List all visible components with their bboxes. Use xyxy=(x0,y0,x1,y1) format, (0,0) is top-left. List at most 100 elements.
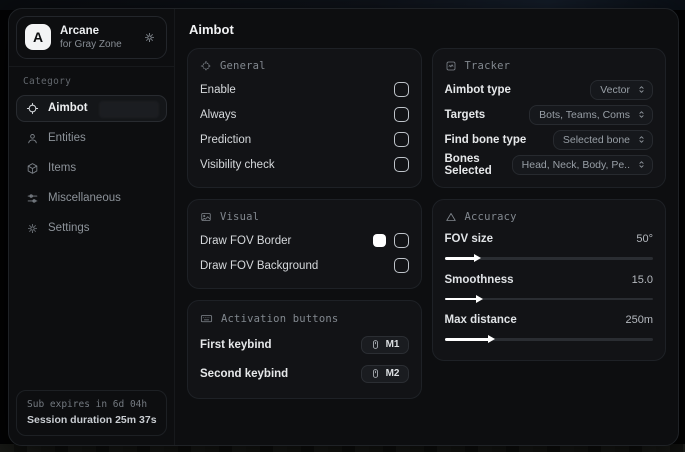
activation-header: Activation buttons xyxy=(200,312,409,325)
slider-fill xyxy=(444,257,476,260)
row-bones-selected: Bones Selected Head, Neck, Body, Pe.. xyxy=(444,152,653,177)
session-duration-text: Session duration 25m 37s xyxy=(27,414,157,426)
sidebar-item-aimbot[interactable]: Aimbot xyxy=(16,94,167,122)
chevron-up-down-icon xyxy=(636,134,647,145)
app-title-block: Arcane for Gray Zone xyxy=(60,24,122,51)
row-label: Second keybind xyxy=(200,367,289,380)
row-find-bone-type: Find bone type Selected bone xyxy=(444,127,653,152)
second-keybind-button[interactable]: M2 xyxy=(360,364,409,383)
slider-label: Smoothness xyxy=(444,273,514,286)
app-header-card: A Arcane for Gray Zone xyxy=(16,16,167,59)
keybind-value: M2 xyxy=(385,368,400,379)
slider-value: 15.0 xyxy=(631,273,653,286)
row-label: Bones Selected xyxy=(444,152,492,177)
row-label: Prediction xyxy=(200,133,252,146)
keybind-value: M1 xyxy=(385,339,400,350)
visual-card: Visual Draw FOV Border Draw FOV Backgrou… xyxy=(187,199,422,289)
prediction-checkbox[interactable] xyxy=(393,132,409,147)
slider-thumb[interactable] xyxy=(473,254,481,263)
crosshair-icon xyxy=(26,102,39,115)
draw-fov-border-checkbox[interactable] xyxy=(393,233,409,248)
row-label: Visibility check xyxy=(200,158,275,171)
section-title: General xyxy=(220,60,266,72)
keyboard-icon xyxy=(200,312,213,325)
app-name: Arcane xyxy=(60,25,99,37)
tracker-header: Tracker xyxy=(445,60,654,72)
accuracy-card: Accuracy FOV size 50° xyxy=(431,199,666,361)
row-label: Always xyxy=(200,108,237,121)
slider-fill xyxy=(444,338,491,341)
enable-checkbox[interactable] xyxy=(393,82,409,97)
person-icon xyxy=(26,132,39,145)
first-keybind-button[interactable]: M1 xyxy=(360,335,409,354)
sidebar: A Arcane for Gray Zone Category xyxy=(9,9,175,445)
row-label: Draw FOV Background xyxy=(200,259,319,272)
page-title: Aimbot xyxy=(189,22,234,37)
mouse-icon xyxy=(370,339,381,350)
app-logo: A xyxy=(25,24,51,51)
bones-selected-select[interactable]: Head, Neck, Body, Pe.. xyxy=(511,154,653,175)
smoothness-slider[interactable] xyxy=(444,294,653,303)
slider-thumb[interactable] xyxy=(488,335,496,344)
mouse-icon xyxy=(370,368,381,379)
app-subtitle: for Gray Zone xyxy=(60,38,122,50)
row-enable: Enable xyxy=(200,77,409,102)
draw-fov-background-checkbox[interactable] xyxy=(393,258,409,273)
sliders-icon xyxy=(26,192,39,205)
row-label: Draw FOV Border xyxy=(200,234,292,247)
user-watermark xyxy=(99,100,159,118)
row-prediction: Prediction xyxy=(200,127,409,152)
fov-border-color-swatch[interactable] xyxy=(372,234,386,247)
sidebar-item-items[interactable]: Items xyxy=(16,155,167,182)
row-draw-fov-border: Draw FOV Border xyxy=(200,228,409,253)
main-panel: Aimbot General Enable xyxy=(175,9,678,445)
row-label: Find bone type xyxy=(444,133,527,146)
tracker-rows: Aimbot type Vector Ta xyxy=(444,77,653,177)
gear-icon xyxy=(143,31,156,44)
section-title: Activation buttons xyxy=(221,312,339,325)
targets-select[interactable]: Bots, Teams, Coms xyxy=(529,104,653,125)
visibility-check-checkbox[interactable] xyxy=(393,157,409,172)
visual-rows: Draw FOV Border Draw FOV Background xyxy=(200,228,409,278)
app-window: A Arcane for Gray Zone Category xyxy=(8,8,679,446)
select-value: Selected bone xyxy=(562,133,630,146)
sidebar-nav: Aimbot Entities Items xyxy=(16,94,167,242)
row-always: Always xyxy=(200,102,409,127)
always-checkbox[interactable] xyxy=(393,107,409,122)
slider-label: Max distance xyxy=(444,314,517,326)
row-label: First keybind xyxy=(200,338,272,351)
sidebar-divider xyxy=(9,65,174,67)
find-bone-type-select[interactable]: Selected bone xyxy=(552,129,653,150)
aimbot-type-select[interactable]: Vector xyxy=(590,79,653,100)
row-visibility-check: Visibility check xyxy=(200,152,409,177)
section-title: Tracker xyxy=(464,60,511,72)
app-logo-letter: A xyxy=(32,29,44,46)
sidebar-item-entities[interactable]: Entities xyxy=(16,125,167,152)
slider-header: FOV size 50° xyxy=(445,228,654,250)
triangle-icon xyxy=(445,211,457,223)
content-columns: General Enable Always Prediction xyxy=(187,48,666,399)
activity-icon xyxy=(445,60,457,72)
slider-value: 50° xyxy=(636,233,653,245)
row-second-keybind: Second keybind M2 xyxy=(200,359,409,388)
sidebar-item-label: Entities xyxy=(48,132,86,145)
sidebar-item-settings[interactable]: Settings xyxy=(16,215,167,242)
chevron-up-down-icon xyxy=(636,109,647,120)
crosshair-icon xyxy=(200,60,212,72)
chevron-up-down-icon xyxy=(636,159,647,170)
accuracy-header: Accuracy xyxy=(445,211,654,223)
slider-thumb[interactable] xyxy=(475,294,483,303)
row-first-keybind: First keybind M1 xyxy=(200,330,409,359)
background-game-scene-top xyxy=(0,0,685,10)
slider-label: FOV size xyxy=(444,233,494,245)
chevron-up-down-icon xyxy=(636,84,647,95)
activation-rows: First keybind M1 Seco xyxy=(200,330,409,388)
sidebar-item-miscellaneous[interactable]: Miscellaneous xyxy=(16,185,167,212)
general-card: General Enable Always Prediction xyxy=(187,48,422,188)
control-group xyxy=(372,233,409,248)
general-rows: Enable Always Prediction Visibility xyxy=(200,77,409,177)
max-distance-slider[interactable] xyxy=(444,335,653,344)
fov-size-slider[interactable] xyxy=(444,254,653,263)
sidebar-settings-button[interactable] xyxy=(141,29,158,46)
sidebar-item-label: Aimbot xyxy=(48,102,88,115)
